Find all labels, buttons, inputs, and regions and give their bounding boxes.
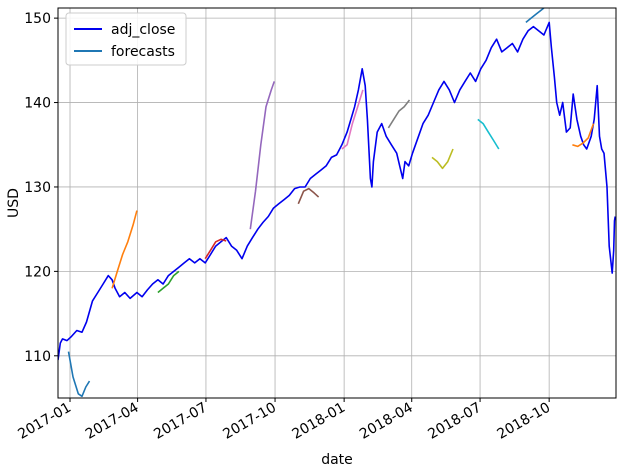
y-tick-label: 130 [24,180,51,196]
y-tick-label: 150 [24,11,51,27]
legend-label: forecasts [111,44,175,60]
series-layer [58,8,616,398]
y-tick-label: 120 [24,264,51,280]
series-line-forecast-5 [249,81,276,230]
y-tick-label: 140 [24,96,51,112]
series-line-forecast-12 [572,123,595,148]
grid-lines [58,8,616,398]
series-line-adj-close [58,21,616,361]
y-tick-label: 110 [24,349,51,365]
legend: adj_close forecasts [65,12,187,66]
legend-label: adj_close [111,22,175,38]
x-axis-title: date [321,452,353,468]
series-line-forecast-8 [387,99,411,129]
series-line-forecast-2 [111,210,138,289]
series-line-forecast-10 [477,118,500,150]
series-line-forecast-6 [297,187,320,205]
y-axis-title: USD [6,188,22,218]
series-line-forecast-3 [157,270,180,294]
series-line-forecast-7 [341,89,364,150]
series-line-forecast-4 [204,238,227,260]
series-line-forecast-1 [67,351,91,398]
plot-frame [57,7,617,399]
series-line-forecast-9 [431,148,454,170]
y-axis: 110 120 130 140 150 [24,11,58,365]
